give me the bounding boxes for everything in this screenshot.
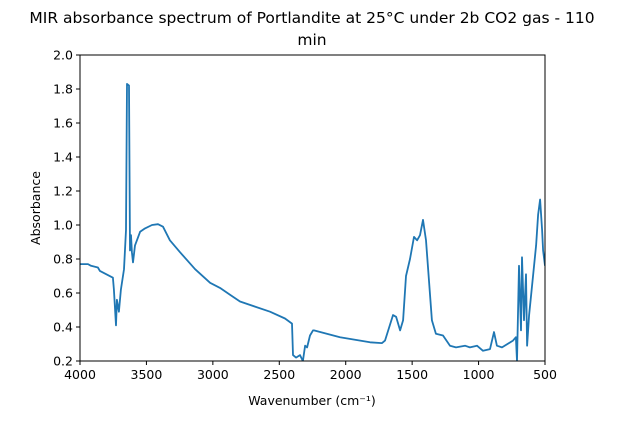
y-tick-label: 1.4 [53, 150, 73, 165]
y-tick-label: 1.0 [53, 218, 73, 233]
y-tick-label: 2.0 [53, 48, 73, 63]
y-tick-label: 1.8 [53, 82, 73, 97]
x-axis-ticks: 4000 3500 3000 2500 2000 1500 1000 500 [64, 361, 557, 382]
x-tick-label: 2500 [263, 367, 295, 382]
y-axis-ticks: 0.2 0.4 0.6 0.8 1.0 1.2 1.4 1.6 1.8 2.0 [53, 48, 80, 369]
x-tick-label: 4000 [64, 367, 96, 382]
x-axis-label: Wavenumber (cm⁻¹) [248, 393, 375, 408]
spectrum-line [80, 83, 545, 361]
chart-title-line-2: min [297, 31, 326, 49]
y-axis-label: Absorbance [28, 171, 43, 245]
y-tick-label: 1.6 [53, 116, 73, 131]
x-tick-label: 1000 [463, 367, 495, 382]
x-tick-label: 500 [533, 367, 557, 382]
y-tick-label: 0.2 [53, 354, 73, 369]
x-tick-label: 3500 [131, 367, 163, 382]
y-tick-label: 0.6 [53, 286, 73, 301]
plot-frame [79, 54, 546, 362]
y-tick-label: 0.8 [53, 252, 73, 267]
y-tick-label: 1.2 [53, 184, 73, 199]
x-tick-label: 3000 [197, 367, 229, 382]
chart-title-line-1: MIR absorbance spectrum of Portlandite a… [29, 9, 594, 27]
y-tick-label: 0.4 [53, 320, 73, 335]
x-tick-label: 2000 [330, 367, 362, 382]
x-tick-label: 1500 [396, 367, 428, 382]
